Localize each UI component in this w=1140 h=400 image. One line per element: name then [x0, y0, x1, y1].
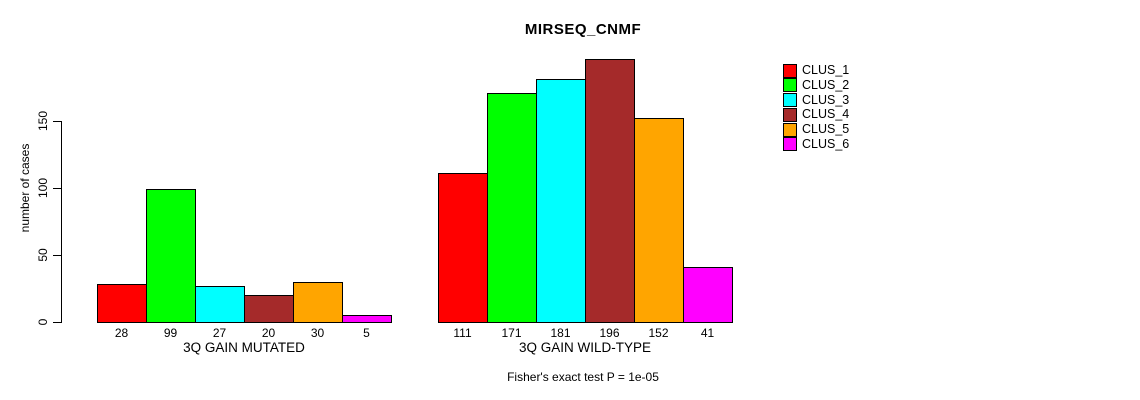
legend-swatch-icon [783, 93, 797, 108]
y-axis-tick-label: 0 [36, 318, 50, 326]
chart-title: MIRSEQ_CNMF [524, 21, 642, 38]
y-axis-tick [53, 187, 61, 189]
legend-label: CLUS_1 [802, 63, 850, 77]
legend-swatch-icon [783, 63, 797, 78]
bar-value-label: 196 [599, 326, 620, 340]
legend-label: CLUS_5 [802, 122, 850, 137]
bar-clus_3-group2 [536, 79, 586, 323]
bar-value-label: 27 [212, 326, 227, 340]
legend-label: CLUS_6 [802, 136, 850, 151]
y-axis-tick-label: 50 [36, 248, 50, 262]
bar-value-label: 181 [550, 326, 571, 340]
y-axis-tick [53, 254, 61, 256]
y-axis-line [61, 120, 62, 323]
bar-clus_5-group2 [634, 118, 684, 323]
legend-label: CLUS_2 [802, 77, 850, 92]
legend-item-clus_4: CLUS_4 [783, 107, 850, 122]
bar-clus_4-group1 [244, 295, 294, 323]
legend-item-clus_1: CLUS_1 [783, 63, 850, 78]
bar-value-label: 28 [114, 326, 129, 340]
y-axis-label: number of cases [18, 143, 32, 233]
bar-value-label: 41 [700, 326, 715, 340]
y-axis-tick-label: 100 [36, 177, 50, 198]
bar-value-label: 171 [501, 326, 522, 340]
y-axis-tick-label: 150 [36, 110, 50, 131]
bar-value-label: 5 [363, 326, 370, 340]
bar-value-label: 152 [648, 326, 669, 340]
bar-clus_1-group2 [438, 173, 488, 323]
bar-value-label: 30 [310, 326, 325, 340]
legend-swatch-icon [783, 122, 797, 137]
y-axis-tick [53, 120, 61, 122]
y-axis-tick [53, 322, 61, 323]
bar-clus_4-group2 [585, 59, 635, 323]
legend-label: CLUS_3 [802, 92, 850, 107]
bar-value-label: 99 [163, 326, 178, 340]
legend-item-clus_5: CLUS_5 [783, 122, 850, 137]
bar-clus_6-group1 [342, 315, 392, 323]
group-label-mutated: 3Q GAIN MUTATED [183, 340, 305, 355]
legend-label: CLUS_4 [802, 107, 850, 122]
bar-clus_2-group1 [146, 189, 196, 323]
legend-item-clus_3: CLUS_3 [783, 92, 850, 108]
bar-value-label: 111 [453, 326, 472, 340]
legend-swatch-icon [783, 137, 797, 152]
bar-clus_6-group2 [683, 266, 733, 323]
bar-value-label: 20 [261, 326, 276, 340]
bar-clus_1-group1 [97, 284, 147, 323]
fisher-test-annotation: Fisher's exact test P = 1e-05 [507, 370, 659, 384]
legend: CLUS_1 CLUS_2 CLUS_3 CLUS_4 CLUS_5 CLUS_6 [783, 63, 850, 153]
legend-swatch-icon [783, 78, 797, 93]
legend-item-clus_6: CLUS_6 [783, 136, 850, 152]
bar-clus_5-group1 [293, 281, 343, 323]
legend-item-clus_2: CLUS_2 [783, 77, 850, 93]
legend-swatch-icon [783, 107, 797, 122]
bar-clus_3-group1 [195, 285, 245, 323]
bar-clus_2-group2 [487, 92, 537, 323]
group-label-wild-type: 3Q GAIN WILD-TYPE [518, 340, 652, 355]
